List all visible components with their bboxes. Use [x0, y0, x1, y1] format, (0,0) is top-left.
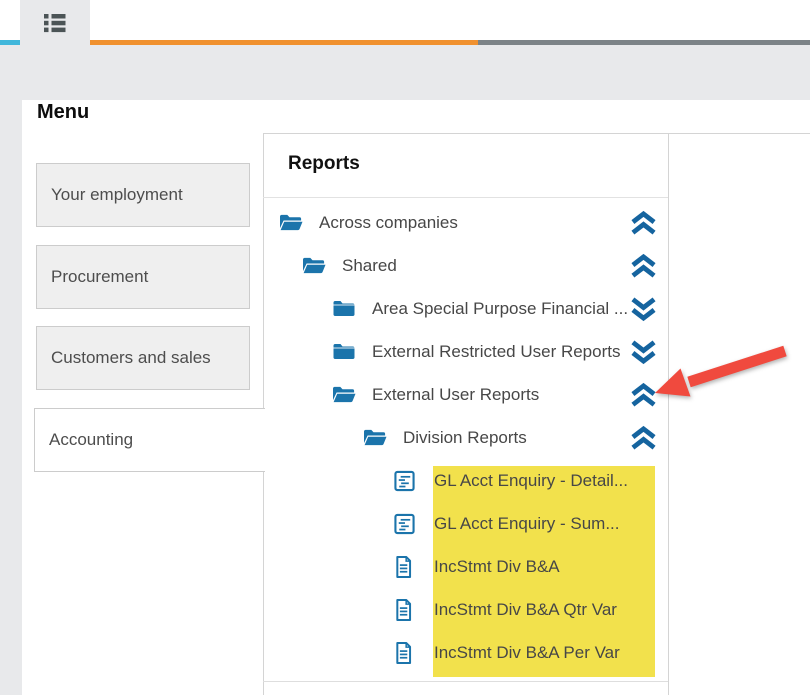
folder-closed-icon	[332, 342, 356, 361]
sidebar-item-label: Accounting	[49, 430, 134, 449]
tree-node-label: GL Acct Enquiry - Detail...	[434, 470, 628, 490]
reports-header-divider	[263, 197, 668, 198]
sidebar-item-procurement[interactable]: Procurement	[36, 245, 250, 309]
sidebar-item-label: Customers and sales	[51, 348, 211, 367]
tree-row-division-reports[interactable]: Division Reports	[263, 416, 668, 459]
tree-row-external-restricted-user-reports[interactable]: External Restricted User Reports	[263, 330, 668, 373]
reports-panel-bottom-divider	[263, 681, 668, 682]
stripe-orange-segment	[90, 40, 478, 45]
reports-panel-title: Reports	[288, 153, 360, 174]
tree-row-gl-acct-enquiry-sum[interactable]: GL Acct Enquiry - Sum...	[263, 502, 668, 545]
stripe-slate-segment	[478, 40, 810, 45]
tree-row-incstmt-div-b-a-qtr-var[interactable]: IncStmt Div B&A Qtr Var	[263, 588, 668, 631]
folder-closed-icon	[332, 299, 356, 318]
collapse-double-chevron-up-icon[interactable]	[630, 425, 657, 450]
tree-node-label: IncStmt Div B&A	[434, 556, 560, 576]
doc-page-icon	[394, 641, 413, 664]
expand-double-chevron-down-icon[interactable]	[630, 296, 657, 321]
expand-double-chevron-down-icon[interactable]	[630, 339, 657, 364]
sidebar-item-label: Procurement	[51, 267, 149, 286]
tree-node-label: Across companies	[319, 212, 458, 232]
tree-row-gl-acct-enquiry-detail[interactable]: GL Acct Enquiry - Detail...	[263, 459, 668, 502]
tree-node-label: Division Reports	[403, 427, 527, 447]
menu-tab[interactable]	[20, 0, 90, 45]
yellow-highlight-overlay	[433, 466, 655, 677]
tree-node-label: IncStmt Div B&A Qtr Var	[434, 599, 617, 619]
tree-row-area-special-purpose-financial[interactable]: Area Special Purpose Financial ...	[263, 287, 668, 330]
tree-row-external-user-reports[interactable]: External User Reports	[263, 373, 668, 416]
doc-page-icon	[394, 598, 413, 621]
folder-open-icon	[279, 213, 303, 232]
doc-report-icon	[394, 470, 415, 491]
page-title: Menu	[37, 101, 90, 123]
collapse-double-chevron-up-icon[interactable]	[630, 210, 657, 235]
folder-open-icon	[332, 385, 356, 404]
sidebar-item-accounting[interactable]: Accounting	[34, 408, 265, 472]
tab-strip	[0, 40, 810, 45]
tree-row-incstmt-div-b-a[interactable]: IncStmt Div B&A	[263, 545, 668, 588]
collapse-double-chevron-up-icon[interactable]	[630, 382, 657, 407]
sidebar-item-your-employment[interactable]: Your employment	[36, 163, 250, 227]
tree-node-label: IncStmt Div B&A Per Var	[434, 642, 620, 662]
collapse-double-chevron-up-icon[interactable]	[630, 253, 657, 278]
folder-open-icon	[363, 428, 387, 447]
tree-node-label: Area Special Purpose Financial ...	[372, 298, 629, 318]
folder-open-icon	[302, 256, 326, 275]
doc-report-icon	[394, 513, 415, 534]
doc-page-icon	[394, 555, 413, 578]
tree-node-label: GL Acct Enquiry - Sum...	[434, 513, 620, 533]
tree-row-across-companies[interactable]: Across companies	[263, 201, 668, 244]
tree-row-shared[interactable]: Shared	[263, 244, 668, 287]
stripe-cyan-segment	[0, 40, 20, 45]
tree-node-label: External User Reports	[372, 384, 540, 404]
tree-row-incstmt-div-b-a-per-var[interactable]: IncStmt Div B&A Per Var	[263, 631, 668, 674]
tree-node-label: Shared	[342, 255, 397, 275]
sidebar-item-label: Your employment	[51, 185, 183, 204]
list-icon	[44, 13, 66, 33]
reports-panel-top-border	[263, 133, 810, 134]
reports-panel-right-divider	[668, 134, 669, 695]
tree-node-label: External Restricted User Reports	[372, 341, 621, 361]
sidebar-item-customers-and-sales[interactable]: Customers and sales	[36, 326, 250, 390]
